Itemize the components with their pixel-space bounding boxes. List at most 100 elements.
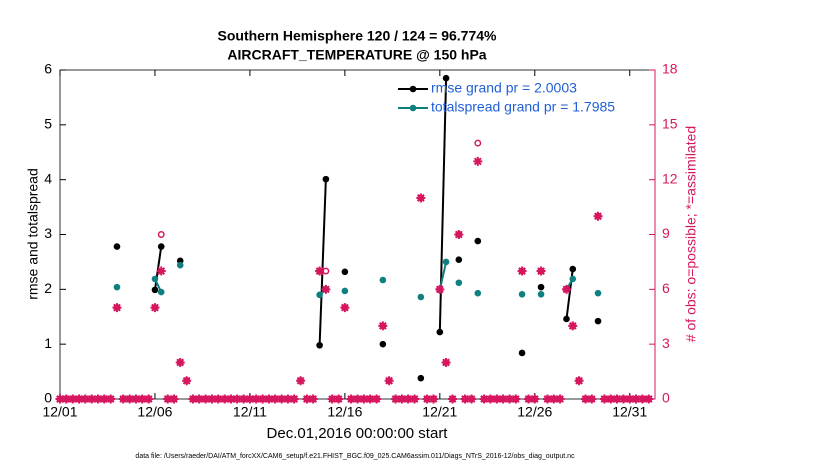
obs-star — [296, 376, 306, 386]
legend-swatch — [409, 104, 417, 112]
y-tick-label: 4 — [44, 170, 52, 186]
obs-star — [175, 357, 185, 367]
point — [537, 290, 545, 298]
obs-star — [460, 394, 470, 404]
obs-star — [277, 394, 287, 404]
point — [151, 275, 159, 283]
y2-tick-label: 3 — [662, 335, 670, 351]
obs-circle — [474, 139, 482, 147]
legend-swatch — [409, 85, 417, 93]
series-line — [318, 179, 327, 346]
obs-star — [410, 394, 420, 404]
obs-star — [80, 394, 90, 404]
obs-star — [448, 394, 458, 404]
obs-star — [232, 394, 242, 404]
obs-star — [131, 394, 141, 404]
obs-star — [403, 394, 413, 404]
point — [417, 374, 425, 382]
y-tick-label: 3 — [44, 225, 52, 241]
x-tick-label: 12/01 — [42, 404, 77, 420]
obs-star — [74, 394, 84, 404]
point — [113, 243, 121, 250]
obs-star — [562, 284, 571, 294]
point — [518, 349, 526, 357]
obs-star — [498, 394, 508, 404]
obs-star — [340, 303, 350, 313]
point — [537, 283, 545, 291]
point — [455, 279, 463, 287]
obs-star — [169, 394, 179, 404]
obs-star — [93, 394, 103, 404]
obs-star — [549, 394, 559, 404]
obs-star — [384, 376, 394, 386]
obs-star — [61, 394, 71, 404]
obs-star — [270, 394, 280, 404]
obs-star — [612, 394, 622, 404]
y-tick-label: 0 — [44, 390, 52, 406]
y2-tick-label: 9 — [662, 225, 670, 241]
obs-star — [112, 303, 122, 313]
obs-star — [606, 394, 616, 404]
point — [341, 287, 349, 295]
point — [379, 276, 387, 284]
y2-tick-label: 15 — [662, 116, 678, 132]
x-tick-label: 12/31 — [612, 404, 647, 420]
obs-star — [201, 394, 211, 404]
obs-star — [441, 357, 451, 367]
obs-star — [220, 394, 230, 404]
point — [442, 258, 450, 266]
obs-star — [264, 394, 274, 404]
point — [474, 237, 482, 245]
y-tick-label: 5 — [44, 116, 52, 132]
obs-star — [454, 230, 464, 239]
point — [442, 74, 450, 82]
point — [379, 340, 387, 348]
obs-star — [618, 394, 628, 404]
obs-star — [391, 394, 401, 404]
y2-tick-label: 0 — [662, 390, 670, 406]
point — [157, 288, 165, 296]
point — [322, 175, 330, 183]
footnote: data file: /Users/raeder/DAI/ATM_forcXX/… — [135, 453, 575, 460]
x-tick-label: 12/06 — [137, 404, 172, 420]
obs-star — [308, 394, 318, 404]
obs-star — [378, 321, 388, 331]
obs-star — [258, 394, 268, 404]
obs-star — [574, 376, 584, 386]
obs-star — [359, 394, 369, 404]
obs-star — [144, 394, 154, 404]
obs-star — [251, 394, 261, 404]
obs-circle — [157, 231, 165, 238]
obs-star — [599, 394, 609, 404]
obs-star — [106, 394, 116, 404]
obs-star — [429, 394, 439, 404]
obs-star — [365, 394, 375, 404]
y-tick-label: 2 — [44, 280, 52, 296]
y-tick-label: 6 — [44, 61, 52, 77]
x-tick-label: 12/16 — [327, 404, 362, 420]
obs-star — [473, 156, 483, 166]
point — [436, 328, 444, 336]
point — [563, 315, 570, 323]
obs-star — [156, 266, 166, 276]
obs-star — [188, 394, 198, 404]
obs-star — [517, 266, 527, 276]
obs-star — [416, 193, 426, 203]
obs-star — [239, 394, 249, 404]
y2-tick-label: 12 — [662, 170, 678, 186]
point — [594, 317, 602, 325]
obs-star — [353, 394, 363, 404]
obs-star — [555, 394, 565, 404]
obs-star — [486, 394, 496, 404]
x-tick-label: 12/21 — [422, 404, 457, 420]
point — [474, 289, 482, 297]
obs-star — [580, 394, 590, 404]
obs-star — [207, 394, 217, 404]
obs-star — [435, 284, 445, 294]
obs-star — [226, 394, 236, 404]
legend-label: rmse grand pr = 2.0003 — [431, 80, 577, 96]
obs-star — [536, 266, 546, 276]
obs-star — [125, 394, 135, 404]
